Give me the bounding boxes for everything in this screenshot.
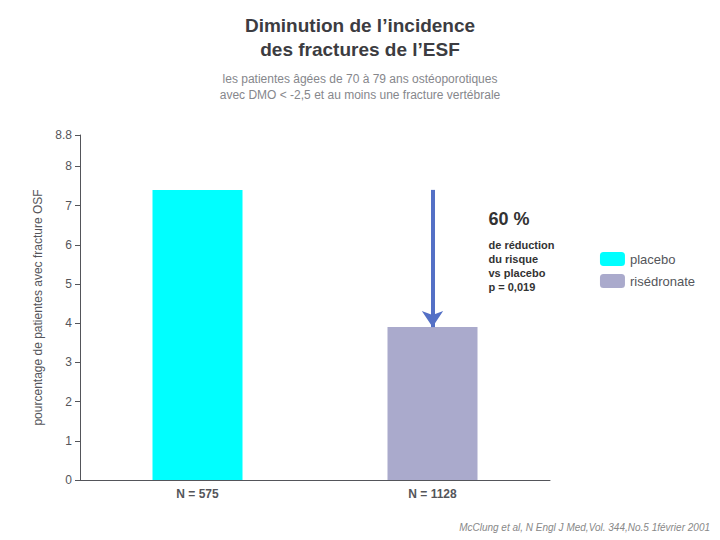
svg-text:N = 575: N = 575 — [176, 487, 219, 501]
svg-text:2: 2 — [65, 395, 72, 409]
svg-text:7: 7 — [65, 199, 72, 213]
svg-text:placebo: placebo — [630, 252, 676, 267]
svg-text:1: 1 — [65, 434, 72, 448]
svg-text:8.8: 8.8 — [55, 128, 72, 142]
svg-text:60 %: 60 % — [489, 209, 530, 229]
svg-text:4: 4 — [65, 316, 72, 330]
svg-text:de réduction: de réduction — [489, 239, 555, 251]
svg-text:p = 0,019: p = 0,019 — [489, 281, 536, 293]
svg-text:les patientes âgées de 70 à 79: les patientes âgées de 70 à 79 ans ostéo… — [223, 72, 498, 86]
svg-text:avec DMO < -2,5 et au moins un: avec DMO < -2,5 et au moins une fracture… — [220, 88, 501, 102]
svg-text:McClung et al, N Engl J Med,Vo: McClung et al, N Engl J Med,Vol. 344,No.… — [459, 522, 710, 533]
svg-text:5: 5 — [65, 277, 72, 291]
svg-text:vs placebo: vs placebo — [489, 267, 546, 279]
svg-text:3: 3 — [65, 355, 72, 369]
svg-text:risédronate: risédronate — [630, 274, 695, 289]
svg-text:Diminution de l’incidence: Diminution de l’incidence — [245, 15, 475, 36]
svg-text:des fractures de l’ESF: des fractures de l’ESF — [260, 39, 460, 60]
svg-text:6: 6 — [65, 238, 72, 252]
svg-text:N = 1128: N = 1128 — [408, 487, 457, 501]
svg-text:8: 8 — [65, 159, 72, 173]
svg-text:0: 0 — [65, 473, 72, 487]
svg-text:du risque: du risque — [489, 253, 539, 265]
svg-text:pourcentage de patientes avec: pourcentage de patientes avec fracture O… — [31, 189, 45, 425]
